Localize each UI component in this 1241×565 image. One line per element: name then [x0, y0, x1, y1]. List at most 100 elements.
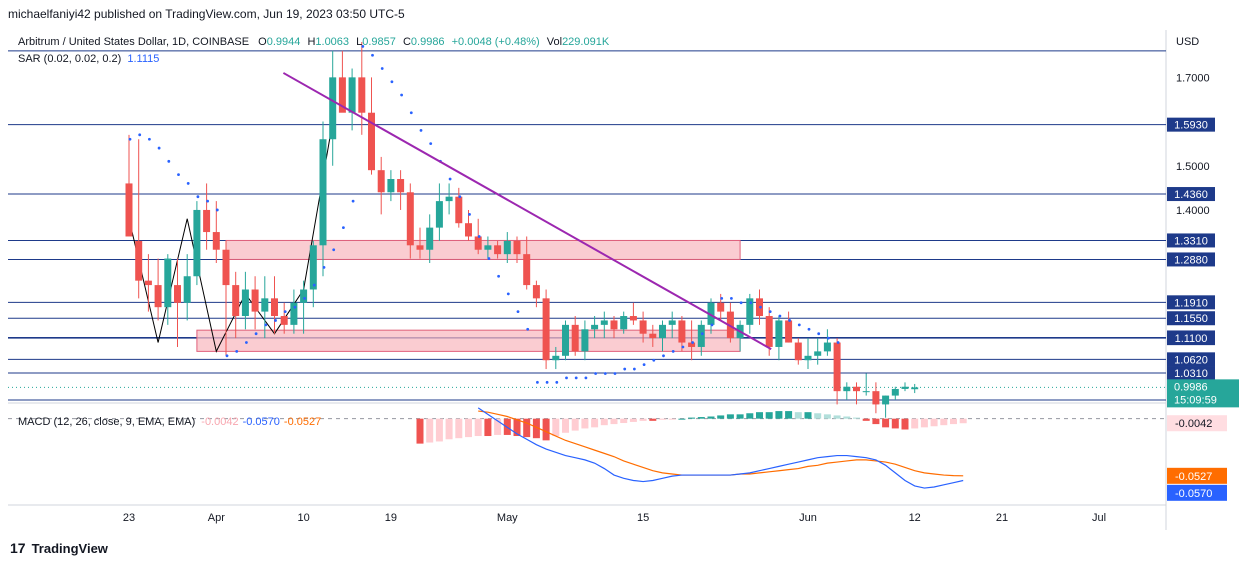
- candle-up: [183, 276, 191, 303]
- tradingview-brand[interactable]: 17 TradingView: [10, 540, 108, 556]
- candle-down: [785, 320, 793, 343]
- candle-down: [125, 183, 133, 237]
- candle-down: [794, 342, 802, 361]
- candle-down: [765, 316, 773, 347]
- macd-histogram-bar: [726, 414, 734, 419]
- level-tag-label: 1.1910: [1174, 297, 1208, 309]
- price-tick: 1.5000: [1176, 161, 1210, 173]
- sar-dot: [691, 341, 694, 344]
- sar-dot: [419, 128, 423, 132]
- macd-histogram-bar: [571, 418, 579, 431]
- sar-dot: [652, 358, 656, 362]
- macd-histogram-bar: [688, 417, 696, 419]
- sar-dot: [516, 310, 520, 314]
- candle-down: [629, 316, 637, 321]
- macd-histogram-bar: [513, 418, 521, 437]
- sar-dot: [429, 142, 433, 146]
- macd-histogram-bar: [552, 418, 560, 437]
- candle-up: [581, 329, 589, 352]
- candle-up: [445, 196, 453, 202]
- sar-dot: [565, 376, 568, 380]
- zigzag-pattern-line: [128, 121, 334, 353]
- candle-down: [717, 302, 725, 312]
- sar-dot: [448, 177, 452, 181]
- candle-down: [251, 289, 259, 312]
- sar-dot: [788, 319, 791, 322]
- sar-dot: [128, 137, 132, 141]
- sar-dot: [778, 314, 782, 318]
- macd-signal-line: [478, 410, 964, 477]
- sar-dot: [245, 341, 248, 344]
- sar-dot: [807, 327, 811, 331]
- sar-dot: [274, 319, 277, 322]
- candle-down: [232, 285, 240, 317]
- supply-demand-zone: [225, 239, 741, 260]
- level-tag: [1167, 366, 1215, 381]
- sar-dot: [409, 111, 413, 115]
- macd-histogram-bar: [620, 418, 628, 424]
- sar-dot: [817, 332, 821, 336]
- candle-down: [212, 232, 220, 250]
- candle-up: [775, 320, 783, 347]
- sar-dot: [662, 354, 665, 358]
- sar-dot: [468, 212, 471, 216]
- level-tag-label: 1.2880: [1174, 254, 1208, 266]
- candle-up: [620, 316, 628, 330]
- brand-text: TradingView: [31, 540, 108, 556]
- macd-histogram-bar: [920, 418, 928, 428]
- sar-dot: [312, 283, 316, 287]
- candle-down: [368, 112, 375, 171]
- level-tag-label: 1.1100: [1175, 333, 1208, 345]
- candle-up: [300, 289, 308, 303]
- macd-histogram-bar: [736, 414, 744, 419]
- sar-dot: [545, 380, 549, 384]
- sar-dot: [642, 363, 646, 367]
- level-tag: [1167, 331, 1215, 346]
- level-tag-label: 1.3310: [1174, 235, 1208, 247]
- macd-histogram-bar: [610, 418, 618, 425]
- candle-up: [562, 324, 569, 356]
- candle-down: [280, 316, 288, 325]
- descending-trendline: [282, 72, 772, 351]
- macd-histogram-bar: [785, 411, 793, 419]
- candle-down: [688, 342, 696, 347]
- level-tag-label: 1.5930: [1174, 120, 1208, 132]
- macd-histogram-bar: [891, 418, 899, 429]
- candle-up: [804, 355, 812, 361]
- candle-down: [610, 320, 618, 330]
- candle-down: [144, 280, 152, 286]
- sar-dot: [361, 45, 365, 48]
- macd-histogram-bar: [697, 417, 705, 419]
- level-tag: [1167, 187, 1215, 202]
- sar-dot: [720, 296, 724, 300]
- macd-value-label: -0.0570: [1175, 488, 1212, 500]
- sar-dot: [526, 327, 530, 331]
- candle-up: [193, 209, 201, 277]
- macd-histogram-bar: [911, 418, 919, 429]
- sar-dot: [536, 380, 539, 384]
- time-tick: 15: [637, 512, 649, 524]
- macd-histogram-bar: [756, 412, 763, 419]
- macd-histogram-bar: [668, 418, 676, 420]
- sar-dot: [739, 301, 743, 305]
- macd-histogram-bar: [940, 418, 948, 426]
- candle-down: [649, 333, 657, 339]
- candle-down: [542, 298, 550, 361]
- candle-down: [271, 298, 278, 317]
- candle-down: [678, 320, 686, 343]
- sar-dot: [594, 372, 597, 375]
- price-tick: 1.4000: [1176, 205, 1210, 217]
- candle-down: [513, 240, 521, 255]
- macd-signal-value-tag: [1167, 467, 1227, 484]
- price-tick: 1.7000: [1176, 72, 1210, 84]
- level-tag: [1167, 252, 1215, 267]
- sar-dot: [613, 372, 617, 375]
- tradingview-logo-icon: 17: [10, 540, 26, 556]
- candle-down: [174, 285, 181, 303]
- macd-legend: MACD (12, 26, close, 9, EMA, EMA) -0.0042…: [18, 416, 321, 428]
- macd-histogram-bar: [484, 418, 492, 437]
- candle-up: [241, 289, 249, 317]
- candle-up: [911, 387, 919, 390]
- sar-dot: [477, 235, 481, 238]
